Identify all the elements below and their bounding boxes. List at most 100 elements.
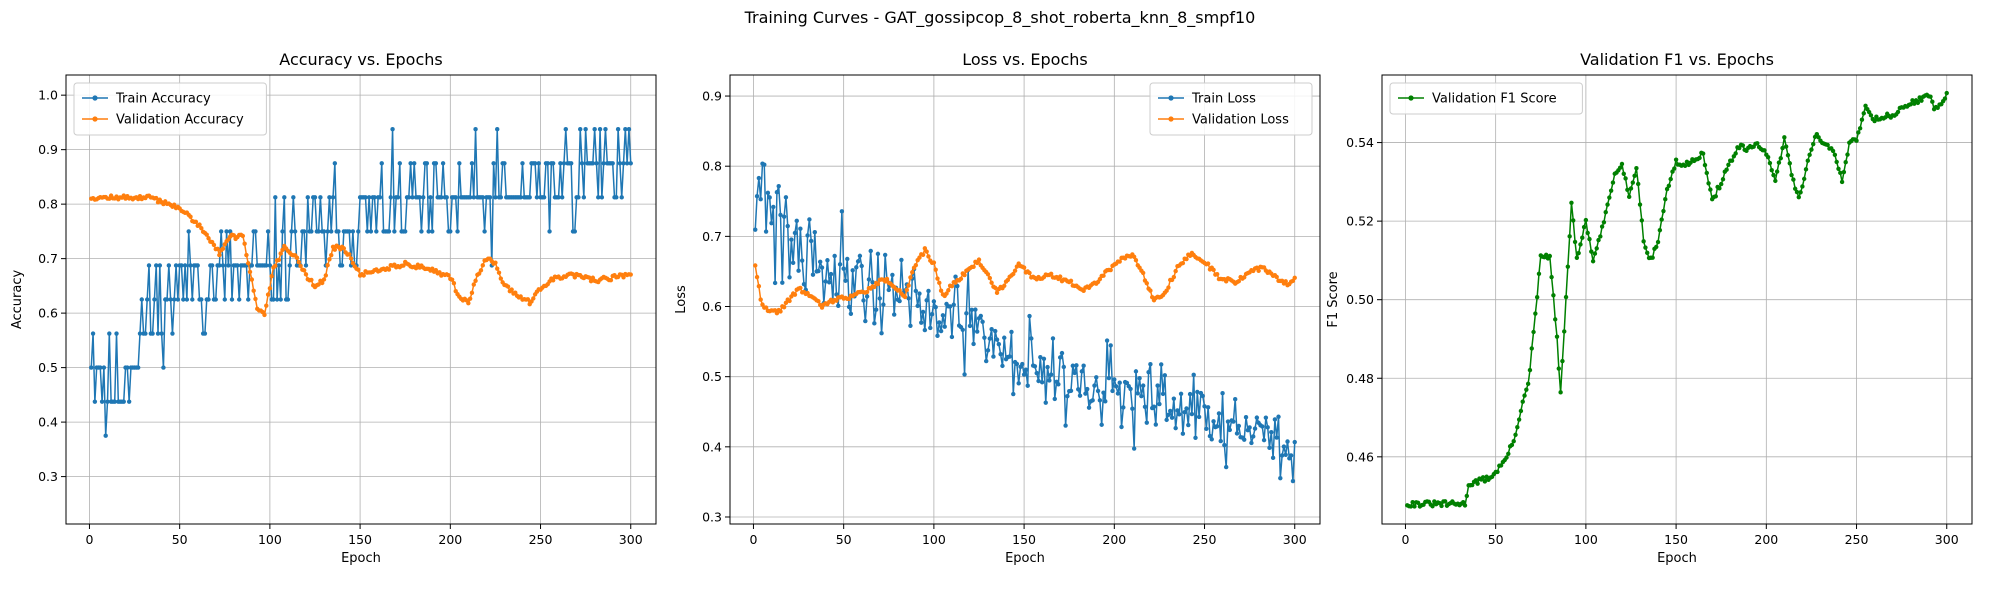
data-point (1103, 399, 1108, 404)
data-point (1020, 361, 1025, 367)
data-point (1043, 400, 1048, 405)
data-point (624, 161, 630, 166)
data-point (805, 233, 810, 238)
legend-swatch-marker (1168, 95, 1174, 101)
data-point (1596, 237, 1601, 243)
data-point (428, 195, 433, 200)
data-point (469, 290, 475, 296)
data-point (601, 161, 606, 166)
data-point (781, 305, 787, 310)
data-point (875, 281, 881, 287)
chart-title: Validation F1 vs. Epochs (1580, 50, 1774, 69)
data-point (908, 275, 913, 280)
data-point (296, 259, 301, 265)
data-point (446, 272, 451, 278)
data-point (550, 161, 556, 166)
data-point (1791, 177, 1796, 182)
data-point (1553, 317, 1558, 322)
data-point (579, 161, 585, 166)
data-point (154, 195, 159, 201)
data-point (1800, 184, 1805, 189)
data-point (994, 290, 1000, 296)
data-point (1242, 437, 1247, 442)
data-point (758, 197, 763, 202)
data-point (974, 329, 980, 334)
data-point (1288, 453, 1294, 458)
data-point (597, 127, 603, 132)
x-tick-label: 50 (836, 532, 852, 547)
data-point (365, 229, 370, 234)
data-point (1200, 393, 1205, 399)
data-point (278, 297, 283, 302)
data-point (303, 272, 309, 277)
data-point (195, 263, 200, 268)
data-point (789, 237, 794, 242)
data-point (298, 263, 303, 269)
legend-box (1149, 82, 1313, 136)
data-point (1128, 386, 1133, 392)
data-point (864, 294, 870, 299)
data-point (1589, 249, 1594, 254)
data-point (854, 265, 859, 270)
x-tick-label: 200 (438, 532, 462, 547)
data-point (1131, 446, 1137, 451)
data-point (1719, 181, 1724, 187)
data-point (437, 270, 442, 275)
data-point (1767, 160, 1773, 166)
data-point (897, 298, 902, 304)
data-point (1585, 230, 1590, 236)
data-point (1623, 176, 1628, 181)
data-point (179, 263, 184, 268)
data-point (976, 257, 982, 262)
data-point (90, 331, 96, 336)
data-point (318, 195, 323, 200)
data-point (473, 127, 478, 132)
data-point (1807, 152, 1812, 158)
data-point (572, 229, 578, 234)
data-point (808, 238, 814, 244)
data-point (1117, 380, 1122, 385)
data-point (498, 276, 504, 281)
data-point (480, 195, 485, 200)
data-point (1773, 178, 1778, 184)
data-point (1177, 412, 1182, 417)
data-point (99, 399, 105, 404)
data-point (227, 229, 233, 234)
data-point (1076, 387, 1081, 392)
data-point (873, 307, 879, 312)
data-point (107, 331, 112, 336)
data-point (527, 195, 532, 200)
data-point (1041, 356, 1047, 361)
data-point (922, 246, 928, 251)
data-point (1811, 141, 1816, 147)
data-point (1160, 391, 1166, 397)
data-point (1830, 148, 1836, 154)
data-point (935, 276, 940, 281)
data-point (1214, 272, 1220, 277)
data-point (426, 229, 431, 234)
series-group (1405, 90, 1949, 509)
data-point (356, 229, 361, 234)
data-point (1027, 270, 1032, 276)
data-point (209, 263, 215, 268)
data-point (1598, 234, 1603, 239)
data-point (1011, 271, 1016, 277)
data-point (872, 321, 877, 326)
data-point (864, 289, 870, 295)
data-point (1086, 405, 1092, 410)
data-point (172, 297, 177, 302)
data-point (1168, 408, 1173, 414)
data-point (818, 259, 823, 265)
data-point (1410, 500, 1415, 505)
data-point (1260, 424, 1265, 429)
x-axis-label: Epoch (341, 551, 381, 566)
data-point (1079, 369, 1085, 374)
data-point (309, 277, 314, 283)
x-tick-label: 200 (1754, 532, 1778, 547)
data-point (455, 229, 460, 234)
data-point (1178, 391, 1184, 396)
data-point (1632, 173, 1637, 179)
data-point (926, 254, 931, 259)
data-point (269, 273, 274, 279)
data-point (1601, 220, 1607, 225)
